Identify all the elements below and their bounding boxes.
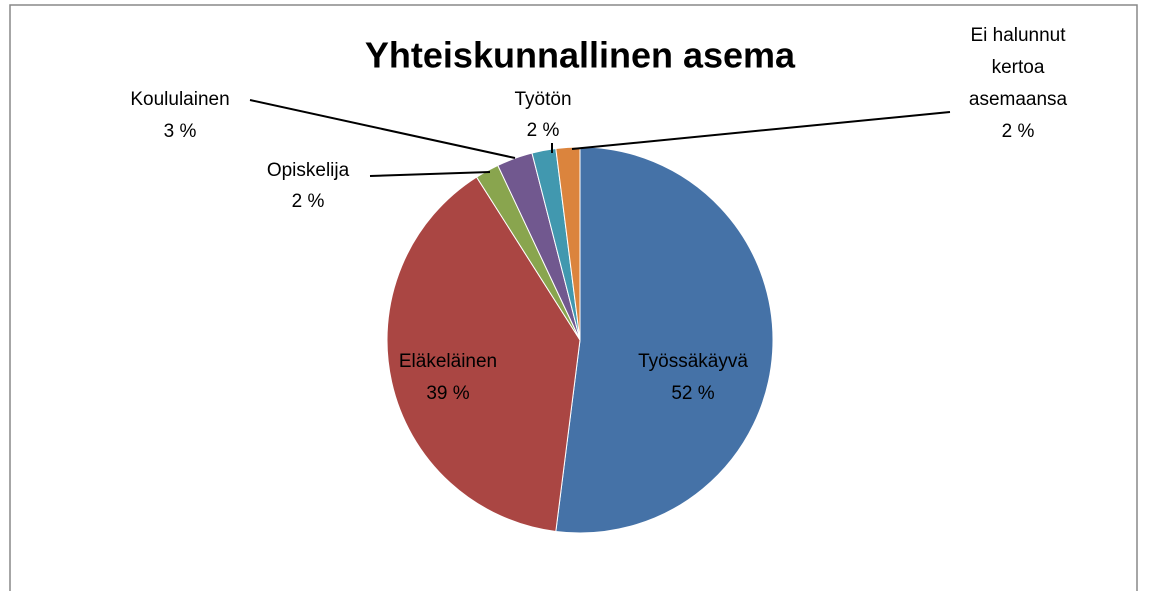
slice-label: Ei halunnut kertoa asemaansa [969, 25, 1068, 110]
pie-slice [555, 146, 774, 534]
slice-label: Eläkeläinen [399, 351, 497, 372]
value-label: 2 % [527, 120, 560, 141]
leader-line [571, 111, 951, 150]
value-label: 3 % [164, 121, 197, 142]
value-label: 2 % [292, 191, 325, 212]
value-label: 39 % [426, 383, 469, 404]
chart-border [9, 4, 1138, 591]
value-label: 52 % [671, 383, 714, 404]
slice-label: Koululainen [130, 89, 229, 110]
chart-title: Yhteiskunnallinen asema [365, 35, 796, 76]
slice-label: Opiskelija [267, 160, 350, 181]
pie-slice [555, 146, 581, 341]
pie-slice [386, 176, 581, 533]
slice-label: Työssäkäyvä [638, 351, 748, 372]
slice-label: Työtön [514, 89, 571, 110]
value-label: 2 % [1002, 121, 1035, 142]
leader-line [249, 99, 516, 159]
leader-line [369, 171, 491, 177]
